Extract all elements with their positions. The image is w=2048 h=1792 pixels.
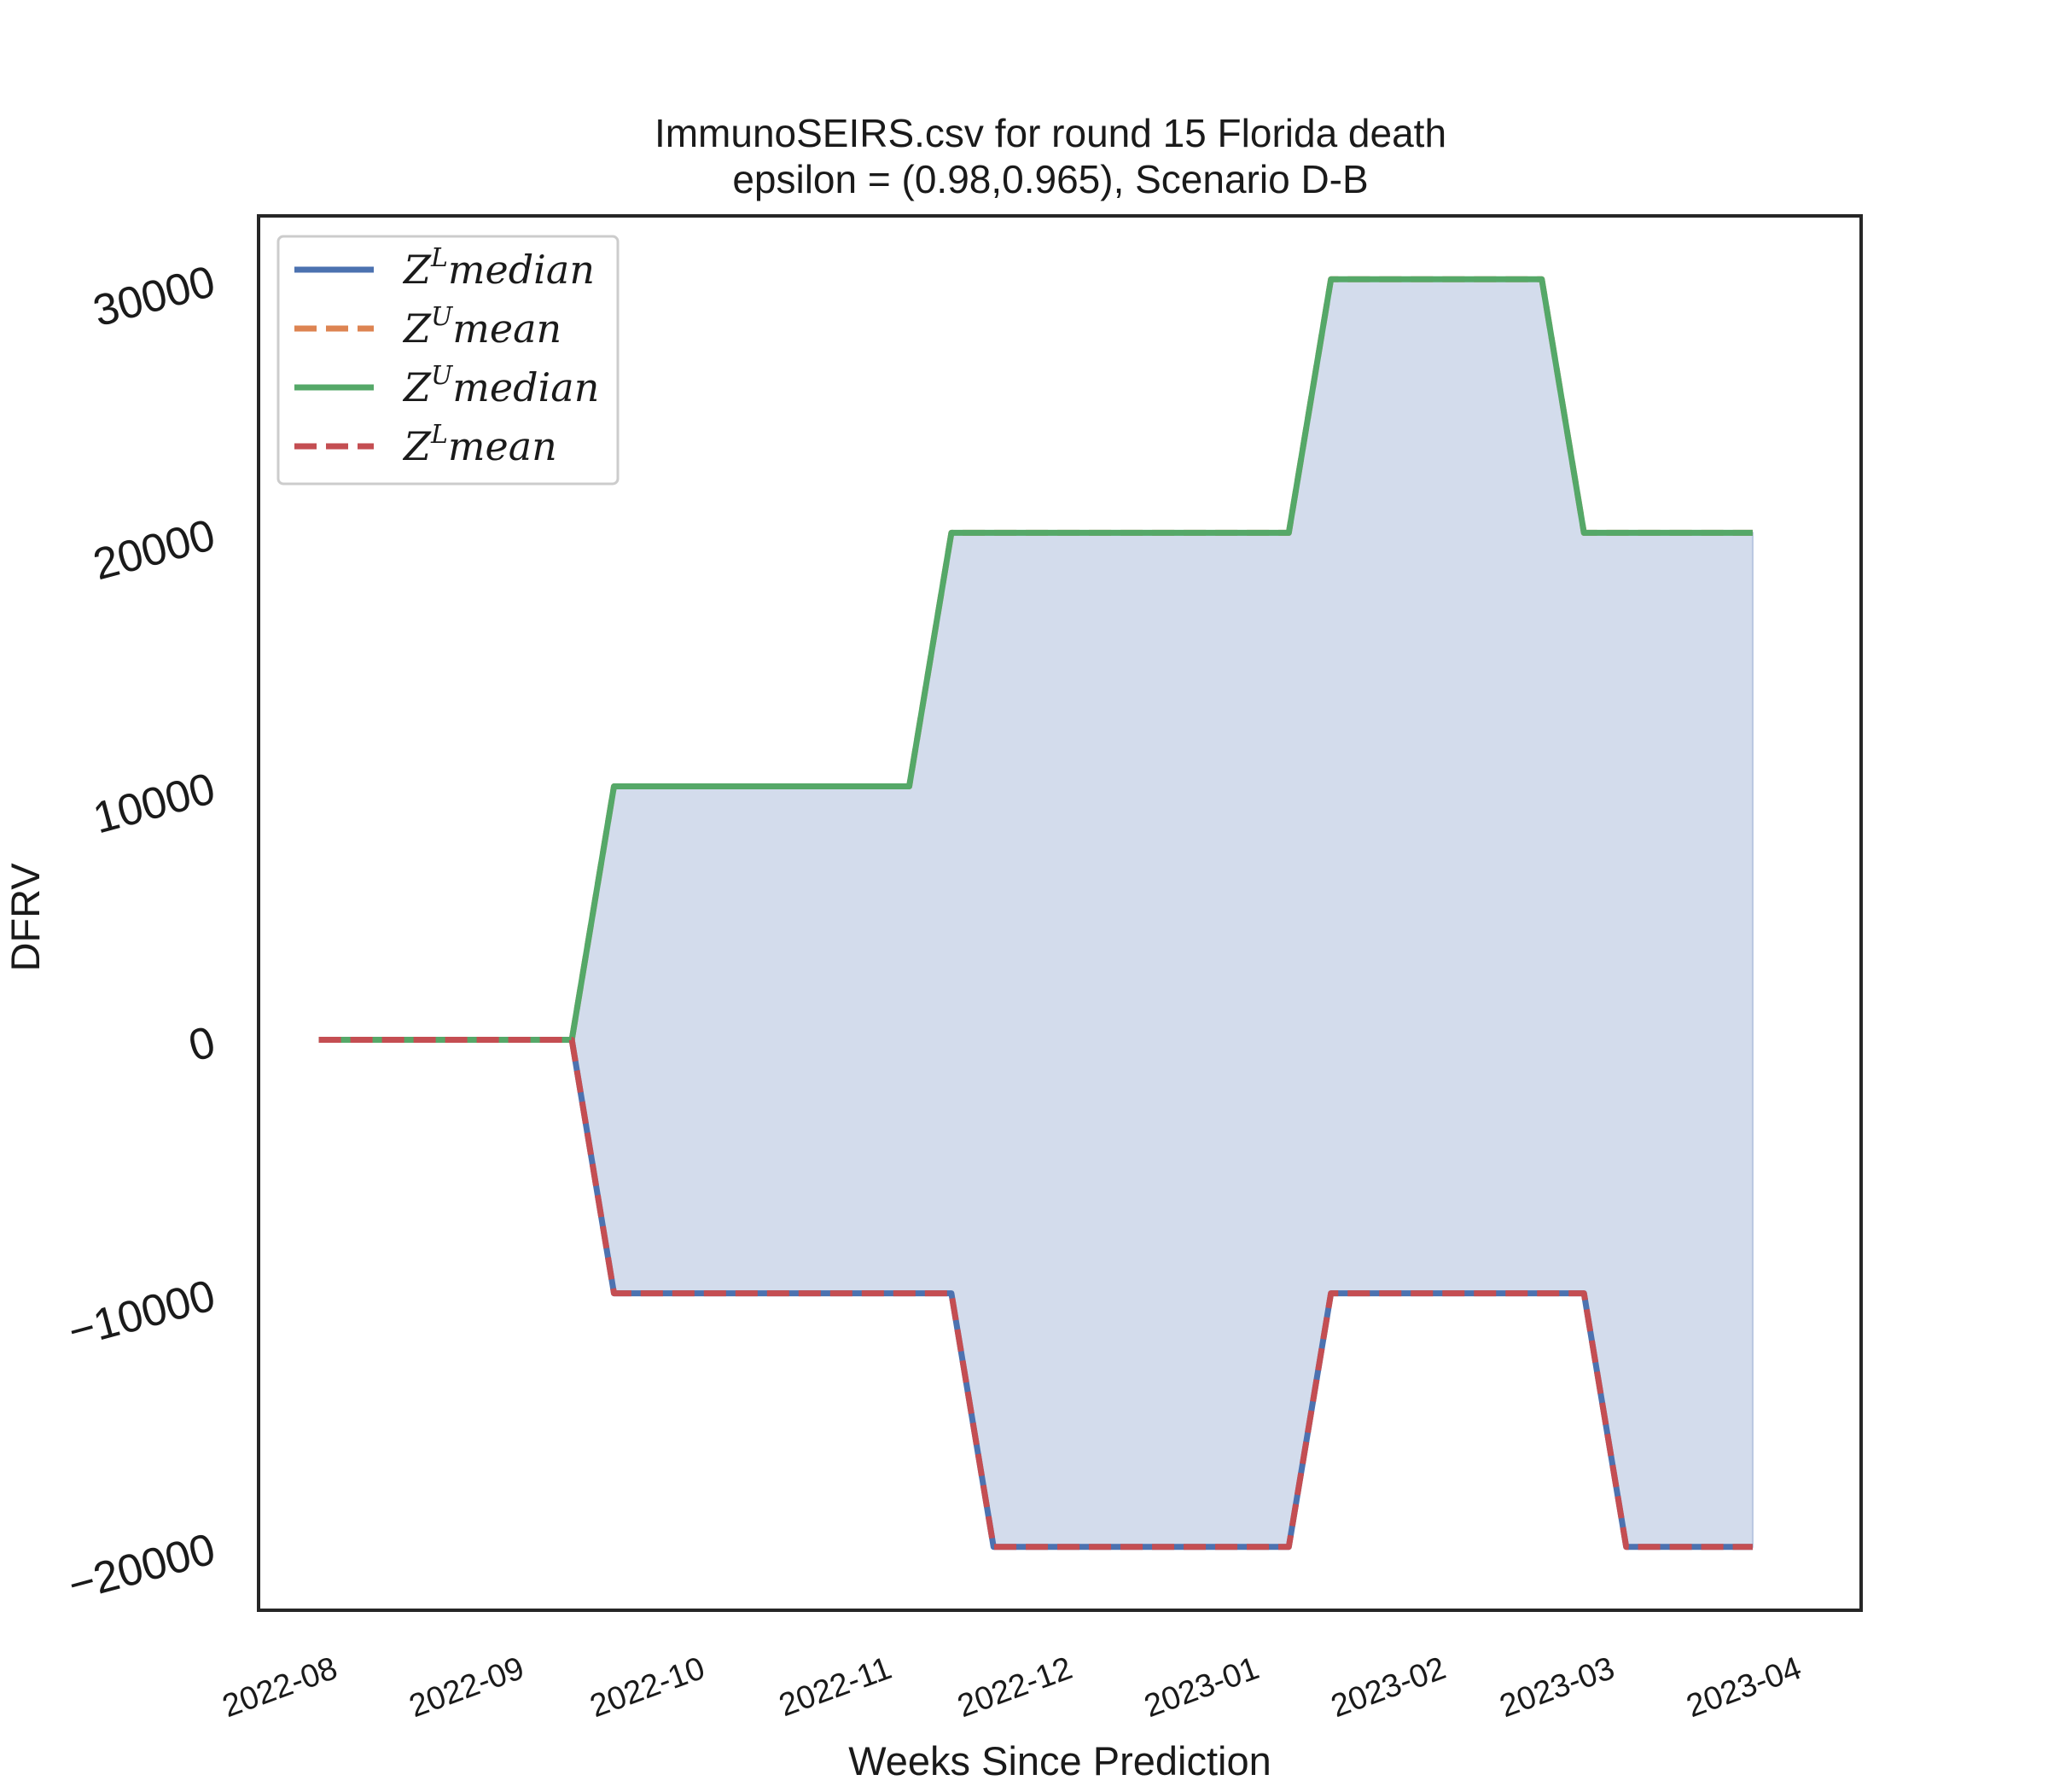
x-tick-label: 2023-01	[1140, 1650, 1264, 1725]
legend: ZLmedian ZUmean ZUmedian ZLmean	[276, 235, 620, 486]
y-axis-label: DFRV	[3, 863, 48, 972]
x-tick-label: 2022-12	[953, 1650, 1077, 1725]
y-tick-label: −10000	[63, 1271, 220, 1357]
x-tick-label: 2022-09	[404, 1650, 528, 1725]
chart-title-line-1: ImmunoSEIRS.csv for round 15 Florida dea…	[655, 111, 1446, 155]
legend-box	[276, 235, 620, 486]
legend-label-zu-mean: ZUmean	[402, 302, 561, 352]
legend-label-zu-median: ZUmedian	[402, 361, 599, 410]
series-lines-layer	[318, 276, 1753, 1551]
y-tick-label: −20000	[63, 1524, 220, 1610]
x-tick-label: 2023-02	[1326, 1650, 1450, 1725]
x-axis-label: Weeks Since Prediction	[848, 1738, 1271, 1783]
series-line-zl-mean	[318, 1037, 1753, 1551]
x-tick-label: 2023-03	[1495, 1650, 1619, 1725]
legend-entries: ZLmedian ZUmean ZUmedian ZLmean	[294, 243, 599, 469]
y-tick-label: 0	[183, 1017, 220, 1072]
x-tick-label: 2022-10	[585, 1650, 709, 1725]
chart-title-line-2: epsilon = (0.98,0.965), Scenario D-B	[732, 157, 1368, 201]
y-tick-label: 30000	[88, 257, 220, 336]
plot-frame	[257, 214, 1863, 1612]
legend-label-zl-mean: ZLmean	[402, 420, 557, 469]
x-tick-label: 2022-11	[775, 1650, 897, 1724]
y-tick-labels: −20000 −10000 0 10000 20000 30000	[63, 257, 220, 1611]
y-tick-label: 20000	[88, 510, 220, 590]
x-tick-labels: 2022-08 2022-09 2022-10 2022-11 2022-12 2023-…	[218, 1650, 1806, 1725]
y-tick-label: 10000	[88, 764, 220, 843]
x-tick-label: 2022-08	[218, 1650, 341, 1725]
legend-label-zl-median: ZLmedian	[402, 243, 595, 293]
x-tick-label: 2023-04	[1682, 1650, 1806, 1725]
